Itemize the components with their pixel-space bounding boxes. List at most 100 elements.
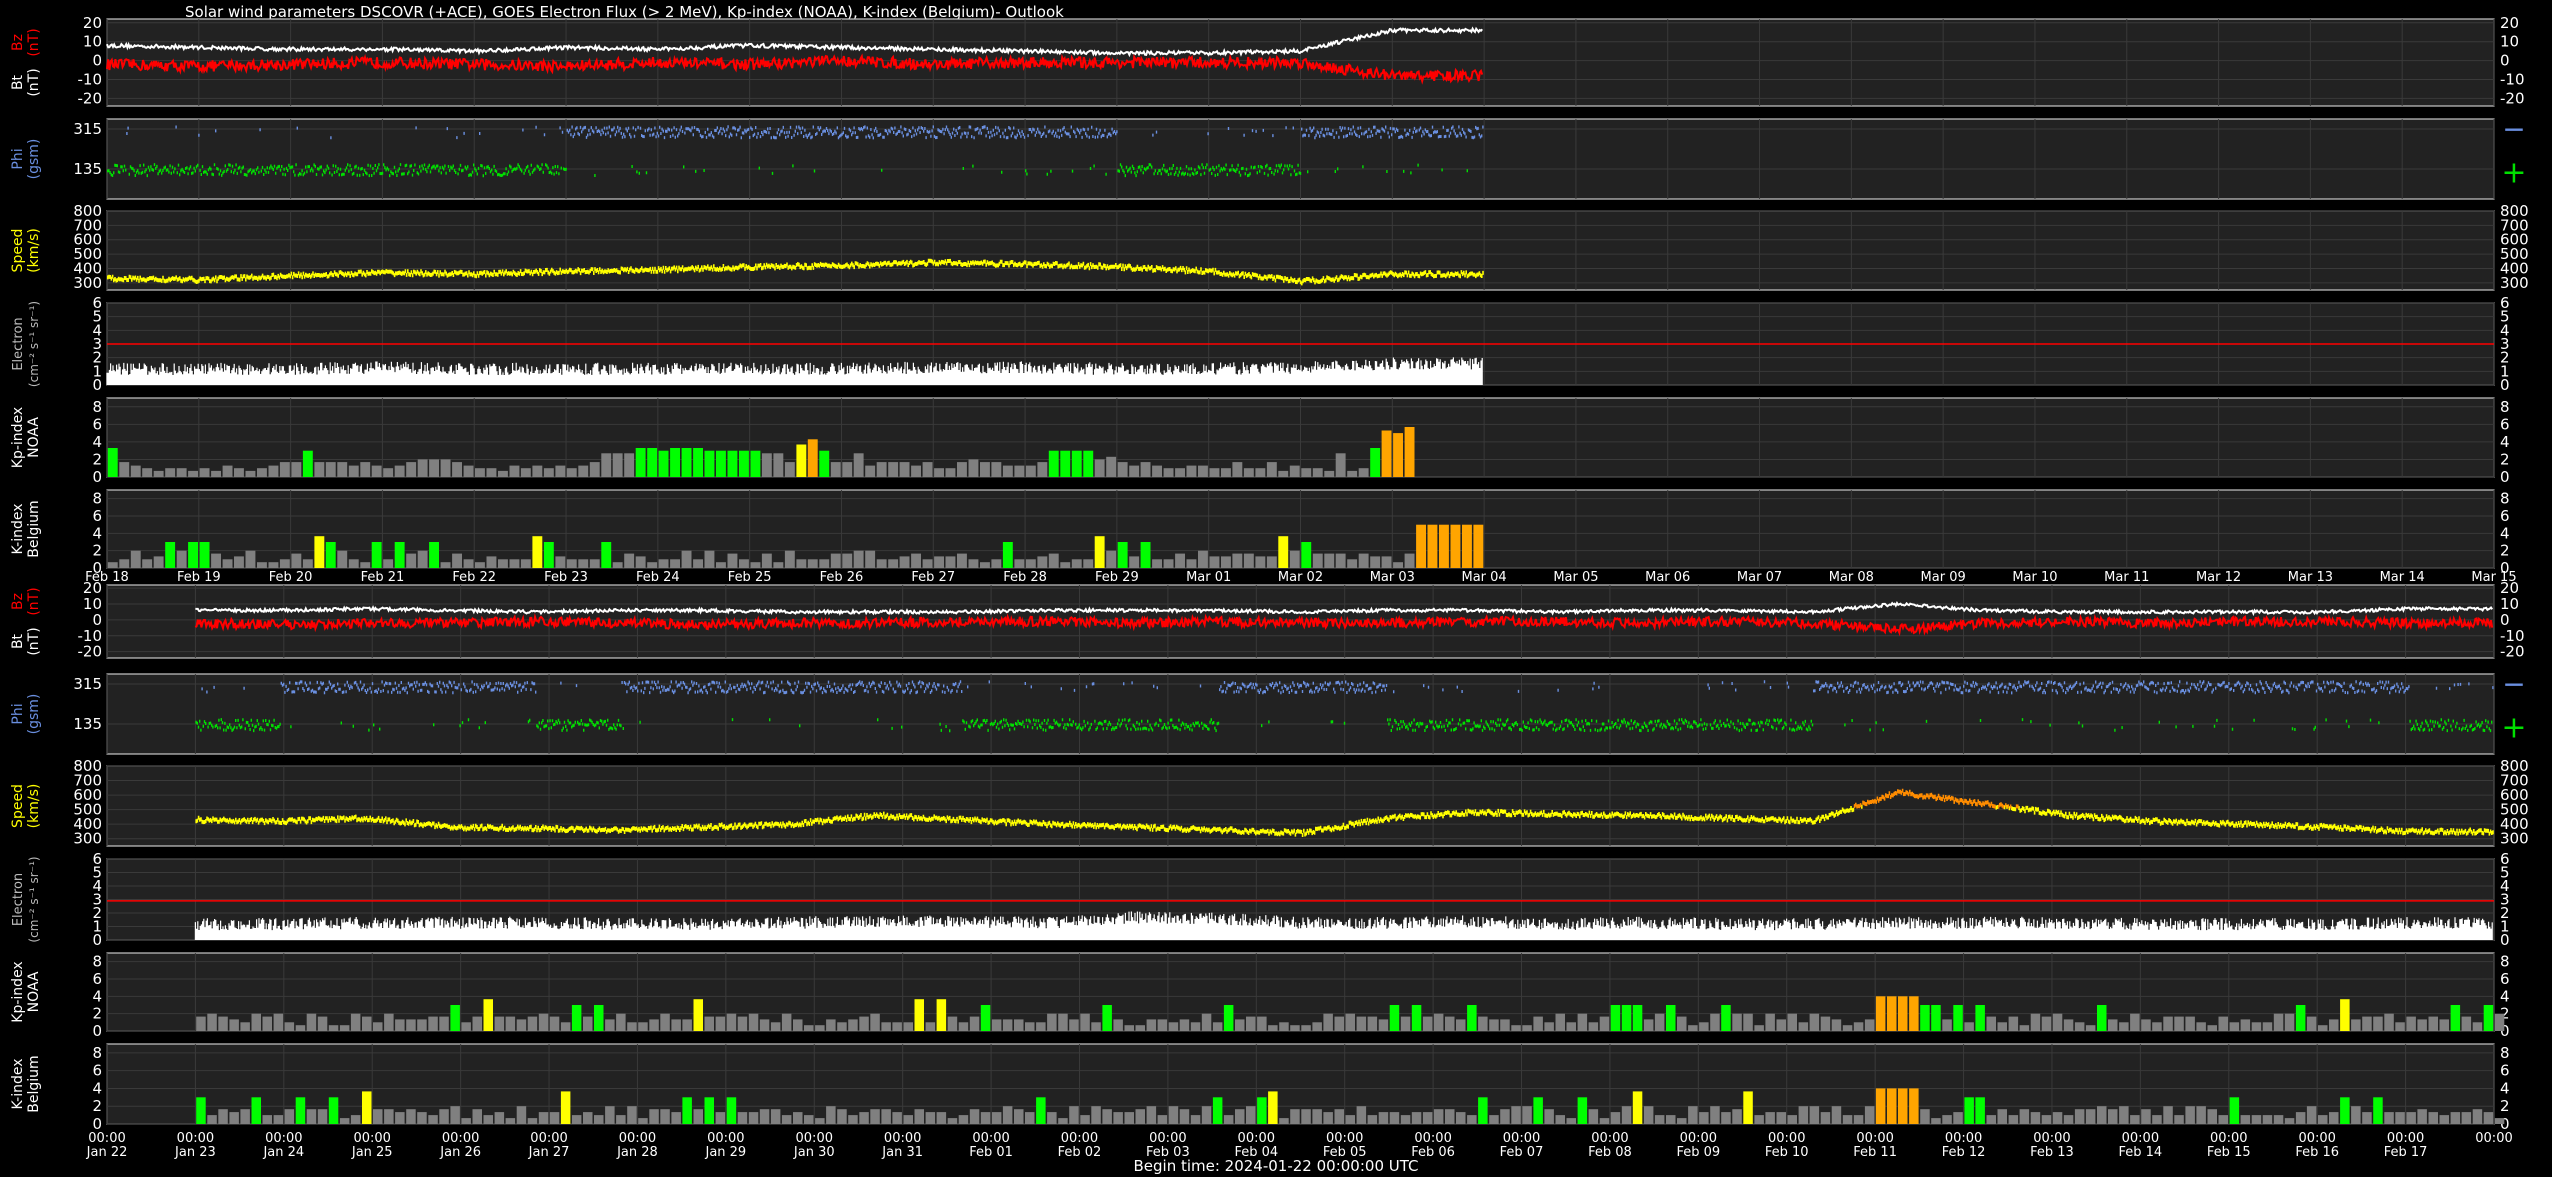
bt-series-line xyxy=(106,26,1483,58)
kp-bar xyxy=(142,468,153,477)
kp-bar xyxy=(222,465,233,477)
kp-bar xyxy=(245,470,256,477)
k-belgium-bar xyxy=(1301,1109,1311,1124)
k-belgium-bar xyxy=(1257,1097,1267,1124)
k-belgium-bar xyxy=(616,1115,626,1124)
kp-bar xyxy=(870,1013,880,1031)
kp-bar xyxy=(1721,1005,1731,1031)
k-belgium-bar xyxy=(2019,1109,2030,1124)
k-belgium-bar xyxy=(911,553,921,568)
y-tick-label: 600 xyxy=(73,786,102,804)
kp-bar xyxy=(2351,1019,2361,1031)
k-belgium-bar xyxy=(2472,1109,2483,1124)
x-tick-label: Feb 23 xyxy=(544,570,588,585)
k-belgium-bar xyxy=(1037,556,1048,568)
kp-bar xyxy=(1356,1016,1367,1031)
k-belgium-bar xyxy=(1654,1115,1665,1124)
y-tick-label: 10 xyxy=(83,33,102,51)
k-belgium-bar xyxy=(1025,559,1036,568)
k-belgium-bar xyxy=(583,1112,593,1124)
k-belgium-bar xyxy=(1290,1109,1300,1124)
k-belgium-bar xyxy=(1864,1106,1875,1124)
kp-bar xyxy=(1400,1016,1411,1031)
x-tick-label: Feb 05 xyxy=(1323,1145,1367,1160)
k-belgium-bar xyxy=(2362,1112,2372,1124)
kp-bar xyxy=(520,468,531,477)
kp-bar xyxy=(1025,465,1036,477)
x-tick-label: Feb 11 xyxy=(1853,1145,1897,1160)
k-belgium-bar xyxy=(222,559,233,568)
kp-bar xyxy=(1776,1019,1786,1031)
k-belgium-bar xyxy=(2306,1106,2317,1124)
k-belgium-bar xyxy=(925,1112,936,1124)
x-tick-label: Feb 06 xyxy=(1411,1145,1455,1160)
kp-bar xyxy=(704,450,715,477)
x-tick-label: Feb 12 xyxy=(1942,1145,1986,1160)
kp-bar xyxy=(176,468,187,477)
x-tick-label: Mar 10 xyxy=(2012,570,2057,585)
kp-bar xyxy=(837,1022,847,1031)
y-tick-label: 0 xyxy=(92,52,102,70)
kp-bar xyxy=(440,459,451,477)
kp-bar xyxy=(1632,1005,1643,1031)
k-belgium-bar xyxy=(1190,1115,1201,1124)
kp-bar xyxy=(1765,1013,1775,1031)
speed-series xyxy=(107,258,1484,286)
k-belgium-bar xyxy=(1060,562,1071,568)
kp-bar xyxy=(1201,1013,1212,1031)
k-belgium-bar xyxy=(1152,559,1162,568)
kp-bar xyxy=(1456,1019,1466,1031)
k-belgium-bar xyxy=(1179,1109,1190,1124)
y-tick-label: 300 xyxy=(2500,830,2529,848)
x-tick-label: Feb 21 xyxy=(361,570,405,585)
kp-bar xyxy=(360,462,371,477)
k-belgium-bar xyxy=(660,1109,670,1124)
kp-bar xyxy=(693,999,703,1031)
kp-bar xyxy=(1986,1016,1996,1031)
k-belgium-bar xyxy=(715,1112,726,1124)
k-belgium-bar xyxy=(1887,1088,1897,1124)
kp-bar xyxy=(505,1016,516,1031)
y-tick-label: -20 xyxy=(2500,643,2525,661)
kp-bar xyxy=(2141,1019,2151,1031)
k-belgium-bar xyxy=(1268,1091,1278,1124)
kp-bar xyxy=(1809,1013,1820,1031)
k-belgium-bar xyxy=(1301,542,1312,568)
y-tick-label: 0 xyxy=(92,1115,102,1133)
k-belgium-bar xyxy=(306,1109,317,1124)
x-tick-label: Feb 27 xyxy=(911,570,955,585)
k-belgium-bar xyxy=(555,556,566,568)
k-belgium-bar xyxy=(2251,1115,2262,1124)
k-belgium-bar xyxy=(759,1109,770,1124)
k-belgium-bar xyxy=(571,1115,582,1124)
kp-bar xyxy=(2130,1013,2140,1031)
kp-bar xyxy=(1370,448,1381,477)
k-belgium-bar xyxy=(969,1109,980,1124)
x-tick-label: Feb 08 xyxy=(1588,1145,1632,1160)
kp-bar xyxy=(1301,468,1312,477)
k-belgium-bar xyxy=(922,559,933,568)
k-belgium-bar xyxy=(2428,1112,2438,1124)
kp-bar xyxy=(693,448,703,477)
kp-bar xyxy=(1942,1019,1952,1031)
k-belgium-bar xyxy=(1953,1112,1963,1124)
k-belgium-bar xyxy=(947,1118,958,1124)
y-axis-label: (cm⁻² s⁻¹ sr⁻¹) xyxy=(27,856,41,942)
y-tick-label: 10 xyxy=(83,595,102,613)
kp-bar xyxy=(660,1013,670,1031)
k-belgium-bar xyxy=(1058,1118,1068,1124)
kp-bar xyxy=(1610,1005,1621,1031)
kp-bar xyxy=(350,1013,361,1031)
y-axis-label: Bt xyxy=(10,633,26,649)
k-belgium-bar xyxy=(1489,1115,1499,1124)
y-tick-label: 1 xyxy=(92,362,102,380)
y-tick-label: 2 xyxy=(92,450,102,468)
k-belgium-bar xyxy=(2041,1115,2052,1124)
k-belgium-bar xyxy=(899,556,910,568)
kp-bar xyxy=(1163,468,1174,477)
kp-bar xyxy=(384,1013,394,1031)
y-tick-label: 8 xyxy=(2500,398,2510,416)
x-tick-label: Mar 03 xyxy=(1370,570,1415,585)
k-belgium-bar xyxy=(1025,1112,1035,1124)
